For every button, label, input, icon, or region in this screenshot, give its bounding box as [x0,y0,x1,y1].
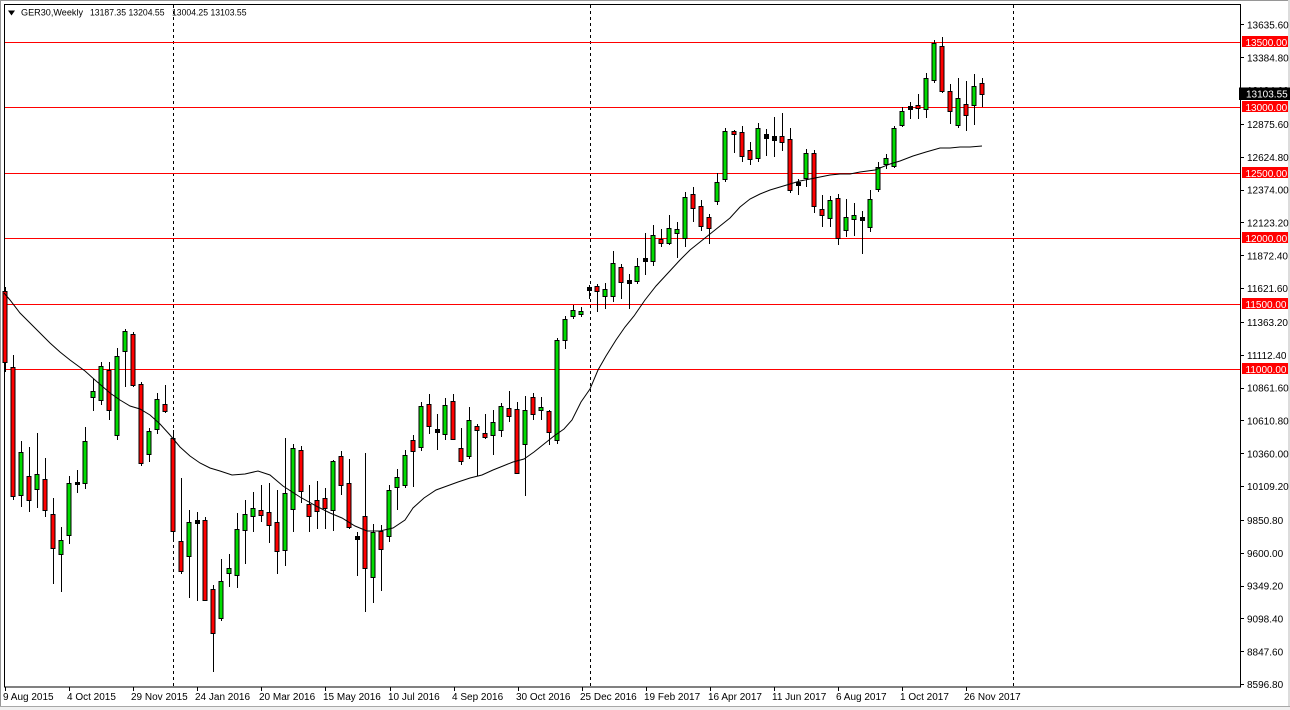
svg-text:13103.55: 13103.55 [1246,90,1288,101]
svg-text:29 Nov 2015: 29 Nov 2015 [131,692,188,703]
svg-text:20 Mar 2016: 20 Mar 2016 [259,692,316,703]
svg-text:30 Oct 2016: 30 Oct 2016 [516,692,571,703]
svg-text:13000.00: 13000.00 [1246,103,1288,114]
svg-text:9600.00: 9600.00 [1247,549,1284,560]
svg-text:24 Jan 2016: 24 Jan 2016 [195,692,250,703]
svg-text:10360.00: 10360.00 [1247,449,1289,460]
svg-text:11000.00: 11000.00 [1246,365,1287,376]
svg-text:4 Sep 2016: 4 Sep 2016 [452,692,504,703]
svg-text:11621.60: 11621.60 [1247,284,1288,295]
svg-text:9349.20: 9349.20 [1247,582,1284,593]
svg-text:13187.35: 13187.35 [90,8,126,19]
svg-text:13384.80: 13384.80 [1247,53,1289,64]
svg-text:9850.80: 9850.80 [1247,516,1284,527]
svg-text:10109.20: 10109.20 [1247,482,1289,493]
svg-text:6 Aug 2017: 6 Aug 2017 [836,692,887,703]
svg-text:10610.80: 10610.80 [1247,417,1289,428]
svg-text:12374.00: 12374.00 [1247,186,1289,197]
svg-text:13103.55: 13103.55 [211,8,247,19]
svg-text:11112.40: 11112.40 [1247,351,1287,362]
svg-text:13204.55: 13204.55 [129,8,165,19]
svg-text:12875.60: 12875.60 [1247,120,1289,131]
svg-text:GER30,Weekly: GER30,Weekly [21,8,83,19]
svg-text:12624.80: 12624.80 [1247,153,1289,164]
svg-text:10861.60: 10861.60 [1247,384,1289,395]
svg-text:26 Nov 2017: 26 Nov 2017 [964,692,1021,703]
svg-text:9098.40: 9098.40 [1247,615,1284,626]
svg-text:13500.00: 13500.00 [1246,38,1288,49]
svg-text:13635.60: 13635.60 [1247,20,1289,31]
svg-text:25 Dec 2016: 25 Dec 2016 [580,692,637,703]
svg-text:8596.80: 8596.80 [1247,680,1284,691]
svg-text:11 Jun 2017: 11 Jun 2017 [772,692,827,703]
svg-text:15 May 2016: 15 May 2016 [323,692,381,703]
svg-text:19 Feb 2017: 19 Feb 2017 [644,692,701,703]
svg-text:11363.20: 11363.20 [1247,318,1288,329]
svg-text:12123.20: 12123.20 [1247,218,1289,229]
svg-text:1 Oct 2017: 1 Oct 2017 [900,692,949,703]
svg-text:13004.25: 13004.25 [172,8,208,19]
svg-text:4 Oct 2015: 4 Oct 2015 [67,692,116,703]
svg-text:12000.00: 12000.00 [1246,234,1288,245]
svg-text:10 Jul 2016: 10 Jul 2016 [388,692,440,703]
svg-text:12500.00: 12500.00 [1246,169,1288,180]
svg-text:16 Apr 2017: 16 Apr 2017 [708,692,762,703]
svg-text:8847.60: 8847.60 [1247,647,1284,658]
svg-text:9 Aug 2015: 9 Aug 2015 [3,692,54,703]
svg-text:11500.00: 11500.00 [1246,300,1287,311]
svg-text:11872.40: 11872.40 [1247,251,1288,262]
